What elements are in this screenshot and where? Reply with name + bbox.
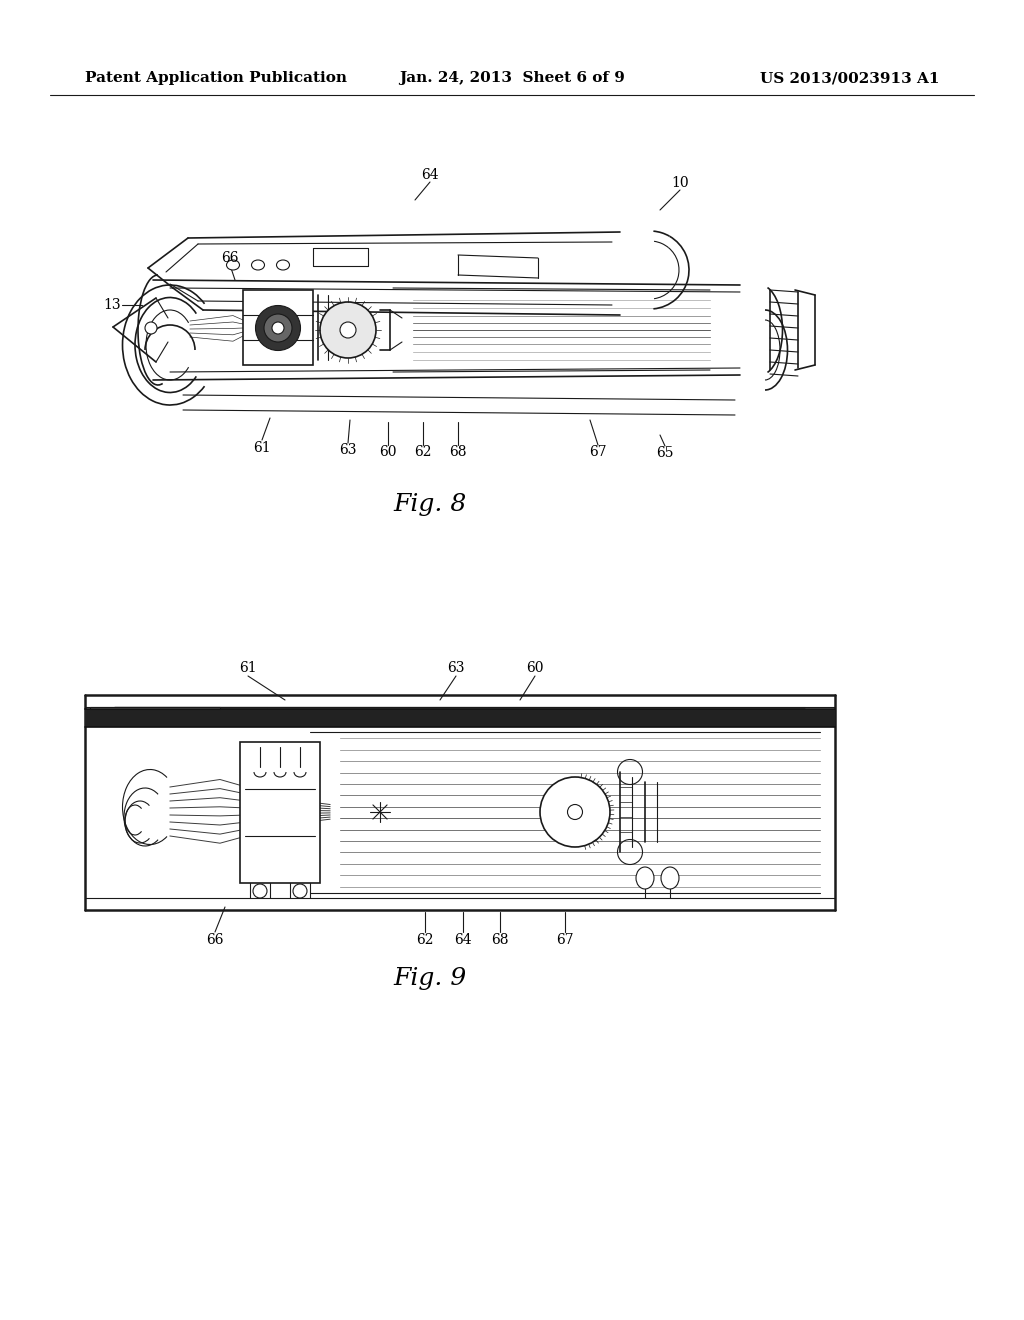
FancyBboxPatch shape	[85, 709, 835, 727]
Text: 60: 60	[379, 445, 396, 459]
Text: 67: 67	[556, 933, 573, 946]
Ellipse shape	[252, 260, 264, 271]
Text: 60: 60	[526, 661, 544, 675]
Ellipse shape	[226, 260, 240, 271]
Text: 61: 61	[240, 661, 257, 675]
Text: 65: 65	[656, 446, 674, 459]
Text: 68: 68	[450, 445, 467, 459]
Text: 13: 13	[103, 298, 121, 312]
Text: Fig. 9: Fig. 9	[393, 966, 467, 990]
Text: 66: 66	[206, 933, 224, 946]
Ellipse shape	[276, 260, 290, 271]
Ellipse shape	[636, 867, 654, 888]
Text: Patent Application Publication: Patent Application Publication	[85, 71, 347, 84]
Text: 62: 62	[415, 445, 432, 459]
Text: 64: 64	[421, 168, 439, 182]
FancyBboxPatch shape	[90, 708, 220, 709]
FancyBboxPatch shape	[240, 742, 319, 883]
Ellipse shape	[272, 322, 284, 334]
Ellipse shape	[340, 322, 356, 338]
Text: 61: 61	[253, 441, 270, 455]
Text: 67: 67	[589, 445, 607, 459]
Text: 63: 63	[339, 444, 356, 457]
Text: 10: 10	[671, 176, 689, 190]
Text: 63: 63	[447, 661, 465, 675]
Text: 62: 62	[416, 933, 434, 946]
Text: Jan. 24, 2013  Sheet 6 of 9: Jan. 24, 2013 Sheet 6 of 9	[399, 71, 625, 84]
Text: 66: 66	[221, 251, 239, 265]
Text: US 2013/0023913 A1: US 2013/0023913 A1	[761, 71, 940, 84]
Ellipse shape	[256, 305, 300, 351]
Text: Fig. 8: Fig. 8	[393, 494, 467, 516]
Text: 68: 68	[492, 933, 509, 946]
Ellipse shape	[264, 314, 292, 342]
Ellipse shape	[567, 804, 583, 820]
FancyBboxPatch shape	[243, 290, 313, 366]
Ellipse shape	[253, 884, 267, 898]
Ellipse shape	[662, 867, 679, 888]
Ellipse shape	[293, 884, 307, 898]
Ellipse shape	[540, 777, 610, 847]
Text: 64: 64	[455, 933, 472, 946]
Ellipse shape	[319, 302, 376, 358]
Ellipse shape	[145, 322, 157, 334]
